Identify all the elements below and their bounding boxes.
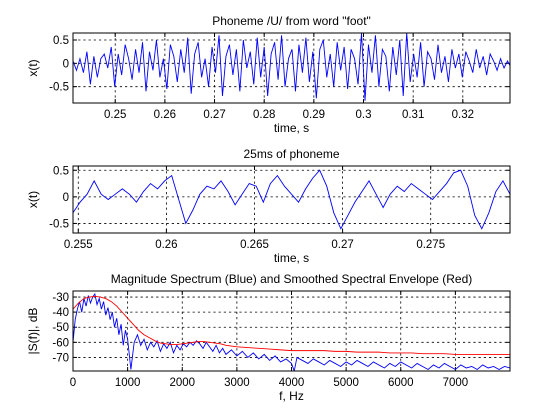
- phoneme-x-tick-label: 0.25: [104, 109, 126, 121]
- segment-x-tick-label: 0.275: [416, 239, 445, 251]
- spectrum-x-tick-label: 2000: [169, 377, 195, 389]
- phoneme-title: Phoneme /U/ from word "foot": [212, 14, 371, 28]
- phoneme-x-tick-label: 0.27: [203, 109, 225, 121]
- spectrum-x-tick-label: 0: [70, 377, 76, 389]
- spectrum-y-tick-label: -30: [52, 292, 69, 304]
- segment-y-tick-label: 0.5: [53, 165, 69, 177]
- spectrum-title: Magnitude Spectrum (Blue) and Smoothed S…: [111, 272, 473, 286]
- phoneme-axes-box: [72, 32, 511, 104]
- segment-x-tick-label: 0.26: [155, 239, 177, 251]
- phoneme-y-tick-label: 0.5: [53, 35, 69, 47]
- phoneme-x-axis-label: time, s: [274, 121, 309, 135]
- phoneme-series-blue-line: [73, 33, 510, 101]
- segment-x-tick-label: 0.255: [64, 239, 93, 251]
- phoneme-x-tick-label: 0.28: [253, 109, 275, 121]
- panel-spectrum: 0 1000 2000 3000 4000 5000 6000 7000 -70 -60 -50 -4…: [26, 272, 511, 403]
- spectrum-x-tick-label: 5000: [333, 377, 359, 389]
- spectrum-y-tick-label: -70: [52, 352, 69, 364]
- spectrum-axes-box: [72, 290, 511, 372]
- panel-25ms: 0.255 0.26 0.265 0.27 0.275 -0.5 0 0.5 25ms of p…: [26, 147, 511, 265]
- spectrum-x-tick-label: 6000: [388, 377, 414, 389]
- segment-x-tick-label: 0.265: [240, 239, 269, 251]
- spectrum-x-tick-label: 7000: [443, 377, 469, 389]
- segment-x-axis-label: time, s: [274, 251, 309, 265]
- spectrum-series-blue-line: [73, 292, 510, 371]
- spectrum-series-red-line: [73, 295, 510, 355]
- segment-x-tick-label: 0.27: [331, 239, 353, 251]
- spectrum-x-axis-label: f, Hz: [279, 389, 304, 403]
- spectrum-y-axis-label: |S(f)|, dB: [26, 308, 40, 355]
- segment-plot-area: [72, 165, 511, 234]
- spectrum-y-tick-label: -50: [52, 322, 69, 334]
- spectrum-x-tick-label: 1000: [115, 377, 141, 389]
- phoneme-y-tick-label: 0: [63, 58, 69, 70]
- segment-title: 25ms of phoneme: [243, 147, 339, 161]
- segment-y-axis-label: x(t): [26, 191, 40, 208]
- phoneme-x-tick-label: 0.31: [402, 109, 424, 121]
- segment-y-tick-label: -0.5: [49, 218, 69, 230]
- spectrum-x-tick-label: 3000: [224, 377, 250, 389]
- spectrum-y-tick-label: -60: [52, 337, 69, 349]
- panel-phoneme: 0.25 0.26 0.27 0.28 0.29 0.3 0.31 0.32 -0.5 0 0.5 P…: [26, 14, 511, 135]
- phoneme-y-tick-label: -0.5: [49, 82, 69, 94]
- spectrum-y-tick-label: -40: [52, 307, 69, 319]
- phoneme-x-tick-label: 0.32: [452, 109, 474, 121]
- phoneme-x-tick-label: 0.29: [303, 109, 325, 121]
- phoneme-x-tick-label: 0.3: [356, 109, 372, 121]
- segment-axes-box: [72, 165, 511, 234]
- phoneme-x-tick-label: 0.26: [154, 109, 176, 121]
- spectrum-x-tick-label: 4000: [279, 377, 305, 389]
- segment-y-tick-label: 0: [63, 192, 69, 204]
- segment-series-blue-line: [73, 169, 510, 230]
- phoneme-y-axis-label: x(t): [26, 59, 40, 76]
